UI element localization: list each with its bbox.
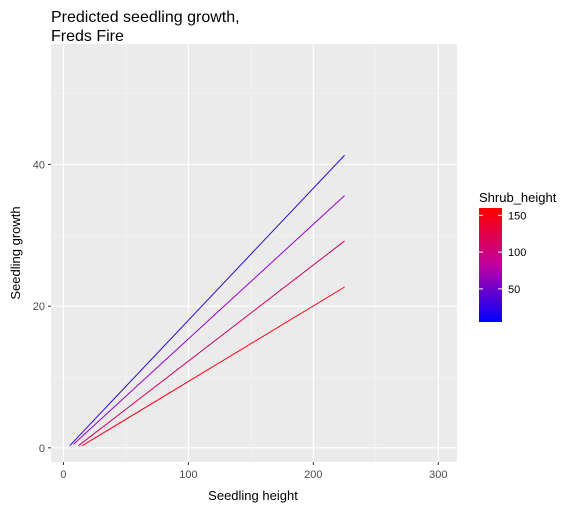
- series-line: [69, 154, 345, 447]
- y-tick-label: 40: [33, 159, 45, 171]
- legend-ticks: 50 100 150: [479, 210, 526, 296]
- legend-colorbar: [479, 208, 502, 322]
- y-tick-label: 0: [39, 443, 45, 455]
- series-line: [73, 195, 345, 445]
- x-tick-label: 200: [304, 469, 322, 481]
- series-line: [81, 286, 345, 447]
- x-axis-title: Seedling height: [208, 488, 298, 503]
- plot-panel: [51, 44, 457, 462]
- x-tick-label: 100: [179, 469, 197, 481]
- grid-major: [51, 44, 457, 462]
- x-tick-label: 300: [429, 469, 447, 481]
- series-line: [78, 240, 345, 447]
- y-axis-title: Seedling growth: [8, 206, 23, 299]
- legend-tick-label: 50: [508, 284, 520, 296]
- chart-title-line-1: Predicted seedling growth,: [51, 9, 240, 26]
- legend-title: Shrub_height: [479, 190, 557, 205]
- y-tick-label: 20: [33, 301, 45, 313]
- y-axis-ticks: 0 20 40: [33, 159, 51, 455]
- x-tick-label: 0: [60, 469, 66, 481]
- series-lines: [69, 154, 345, 447]
- chart-title-line-2: Freds Fire: [51, 28, 124, 45]
- legend-tick-label: 150: [508, 210, 526, 222]
- legend-tick-label: 100: [508, 247, 526, 259]
- grid-minor: [51, 44, 457, 462]
- legend: Shrub_height 50 100 150: [479, 190, 557, 322]
- x-axis-ticks: 0 100 200 300: [60, 462, 447, 481]
